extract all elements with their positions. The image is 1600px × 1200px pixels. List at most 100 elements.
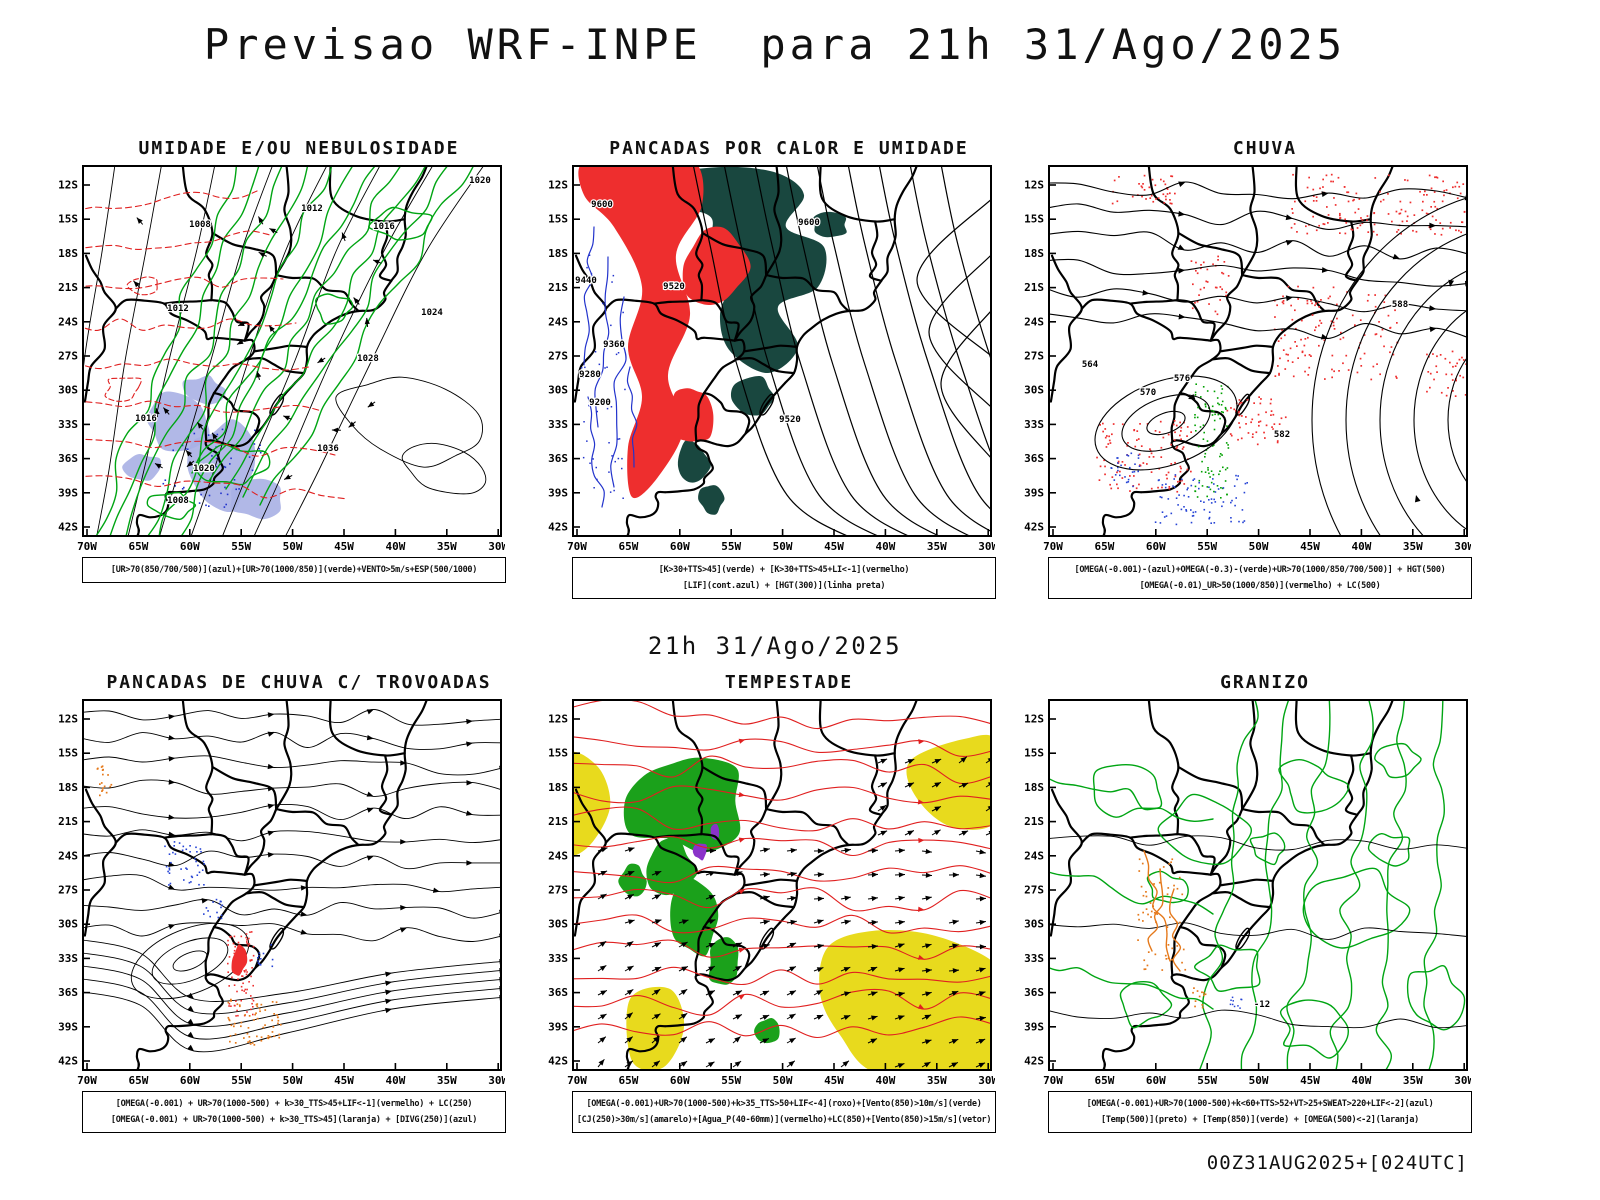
svg-text:9440: 9440: [575, 276, 597, 286]
svg-text:9600: 9600: [798, 218, 820, 228]
svg-text:15S: 15S: [548, 213, 568, 226]
svg-text:30W: 30W: [488, 540, 505, 553]
caption-line: [LIF](cont.azul) + [HGT(300)](linha pret…: [682, 581, 886, 592]
panel-title-trovoadas: PANCADAS DE CHUVA C/ TROVOADAS: [106, 672, 492, 693]
svg-text:9520: 9520: [779, 415, 801, 425]
svg-text:60W: 60W: [1146, 540, 1166, 553]
svg-text:55W: 55W: [721, 1074, 741, 1087]
svg-text:24S: 24S: [58, 849, 78, 862]
map-umidade: 12S 15S 18S 21S 24S 27S 30S 33S 36S 39S 42S 70W 65W 6…: [58, 165, 505, 553]
svg-text:42S: 42S: [1024, 521, 1044, 534]
svg-text:21S: 21S: [58, 281, 78, 294]
svg-text:42S: 42S: [1024, 1055, 1044, 1068]
svg-text:33S: 33S: [548, 952, 568, 965]
svg-text:70W: 70W: [77, 540, 97, 553]
svg-text:42S: 42S: [548, 521, 568, 534]
svg-text:30S: 30S: [548, 384, 568, 397]
svg-text:21S: 21S: [1024, 815, 1044, 828]
svg-text:9520: 9520: [663, 282, 685, 292]
svg-text:55W: 55W: [1197, 1074, 1217, 1087]
svg-text:30S: 30S: [1024, 918, 1044, 931]
svg-text:12S: 12S: [58, 713, 78, 726]
svg-text:30W: 30W: [978, 1074, 995, 1087]
panel-title-umidade: UMIDADE E/OU NEBULOSIDADE: [138, 138, 460, 159]
svg-text:15S: 15S: [58, 213, 78, 226]
svg-text:27S: 27S: [58, 350, 78, 363]
svg-text:65W: 65W: [618, 540, 638, 553]
svg-text:35W: 35W: [437, 540, 457, 553]
svg-text:12S: 12S: [1024, 713, 1044, 726]
svg-text:582: 582: [1274, 430, 1290, 440]
panel-pancadas-calor: PANCADAS POR CALOR E UMIDADE 12S 15S 18S 21…: [540, 138, 1010, 600]
svg-text:30S: 30S: [548, 918, 568, 931]
svg-text:45W: 45W: [1300, 1074, 1320, 1087]
svg-text:1016: 1016: [373, 222, 395, 232]
run-label: 21h 31/Ago/2025: [647, 632, 903, 660]
svg-text:36S: 36S: [1024, 986, 1044, 999]
svg-text:70W: 70W: [567, 1074, 587, 1087]
panel-granizo: GRANIZO 12S 15S 18S 21S 24S 27S 30S 33S 36S 39S 42…: [1016, 672, 1486, 1134]
svg-text:36S: 36S: [58, 452, 78, 465]
svg-text:70W: 70W: [1043, 1074, 1063, 1087]
svg-text:576: 576: [1174, 374, 1190, 384]
svg-text:30W: 30W: [488, 1074, 505, 1087]
svg-text:33S: 33S: [548, 418, 568, 431]
svg-text:60W: 60W: [670, 1074, 690, 1087]
caption-line: [OMEGA(-0.001)+UR>70(1000-500)+k>35_TTS>…: [586, 1099, 982, 1109]
caption-line: [CJ(250)>30m/s](amarelo)+[Agua_P(40-60mm…: [576, 1115, 992, 1126]
svg-text:39S: 39S: [1024, 486, 1044, 499]
caption-granizo: [OMEGA(-0.001)+UR>70(1000-500)+k<60+TTS>…: [1048, 1091, 1472, 1134]
svg-text:36S: 36S: [1024, 452, 1044, 465]
svg-text:50W: 50W: [1249, 1074, 1269, 1087]
svg-text:39S: 39S: [548, 1020, 568, 1033]
svg-text:1008: 1008: [167, 496, 189, 506]
svg-text:1028: 1028: [357, 354, 379, 364]
svg-text:40W: 40W: [385, 1074, 405, 1087]
svg-text:1020: 1020: [193, 464, 215, 474]
svg-text:1012: 1012: [301, 204, 323, 214]
map-chuva: 12S 15S 18S 21S 24S 27S 30S 33S 36S 39S 42S 70W 65W 6…: [1024, 165, 1471, 553]
svg-text:50W: 50W: [1249, 540, 1269, 553]
svg-text:33S: 33S: [58, 418, 78, 431]
svg-text:55W: 55W: [1197, 540, 1217, 553]
svg-text:1036: 1036: [317, 444, 339, 454]
svg-text:12S: 12S: [58, 179, 78, 192]
panel-tempestade: TEMPESTADE 12S 15S 18S 21S 24S 27S 30S 33S 36S 39…: [540, 672, 1010, 1134]
svg-text:42S: 42S: [58, 521, 78, 534]
panel-title-granizo: GRANIZO: [1220, 672, 1310, 693]
svg-text:18S: 18S: [1024, 247, 1044, 260]
svg-text:39S: 39S: [58, 1020, 78, 1033]
panel-umidade: UMIDADE E/OU NEBULOSIDADE 12S 15S 18S 21S 24…: [50, 138, 520, 584]
svg-text:18S: 18S: [58, 781, 78, 794]
svg-text:12S: 12S: [548, 713, 568, 726]
svg-text:-12: -12: [1254, 1000, 1270, 1010]
svg-text:9280: 9280: [579, 370, 601, 380]
svg-text:12S: 12S: [1024, 179, 1044, 192]
svg-text:40W: 40W: [875, 1074, 895, 1087]
svg-text:18S: 18S: [548, 781, 568, 794]
svg-text:15S: 15S: [548, 747, 568, 760]
footer-stamp: 00Z31AUG2025+[024UTC]: [1206, 1152, 1468, 1174]
panel-chuva: CHUVA 12S 15S 18S 21S 24S 27S 30S 33S 36S 39S 42S 7…: [1016, 138, 1486, 600]
svg-text:27S: 27S: [1024, 884, 1044, 897]
svg-text:55W: 55W: [231, 540, 251, 553]
svg-text:35W: 35W: [437, 1074, 457, 1087]
svg-text:39S: 39S: [548, 486, 568, 499]
svg-text:570: 570: [1140, 388, 1156, 398]
svg-text:40W: 40W: [1351, 1074, 1371, 1087]
svg-text:9360: 9360: [603, 340, 625, 350]
svg-text:18S: 18S: [548, 247, 568, 260]
svg-text:21S: 21S: [548, 281, 568, 294]
svg-text:24S: 24S: [1024, 315, 1044, 328]
svg-text:24S: 24S: [548, 849, 568, 862]
panel-title-pancadas-calor: PANCADAS POR CALOR E UMIDADE: [609, 138, 969, 159]
svg-text:9600: 9600: [591, 200, 613, 210]
caption-line: [K>30+TTS>45](verde) + [K>30+TTS>45+LI<-…: [658, 565, 910, 575]
caption-line: [OMEGA(-0.001) + UR>70(1000-500) + k>30_…: [115, 1099, 473, 1109]
svg-text:50W: 50W: [283, 1074, 303, 1087]
svg-text:36S: 36S: [58, 986, 78, 999]
map-trovoadas: 12S 15S 18S 21S 24S 27S 30S 33S 36S 39S 42S 70W 65W 6…: [58, 699, 505, 1087]
svg-text:60W: 60W: [180, 1074, 200, 1087]
caption-line: [OMEGA(-0.01)_UR>50(1000/850)](vermelho)…: [1139, 581, 1381, 592]
svg-text:1024: 1024: [421, 308, 443, 318]
